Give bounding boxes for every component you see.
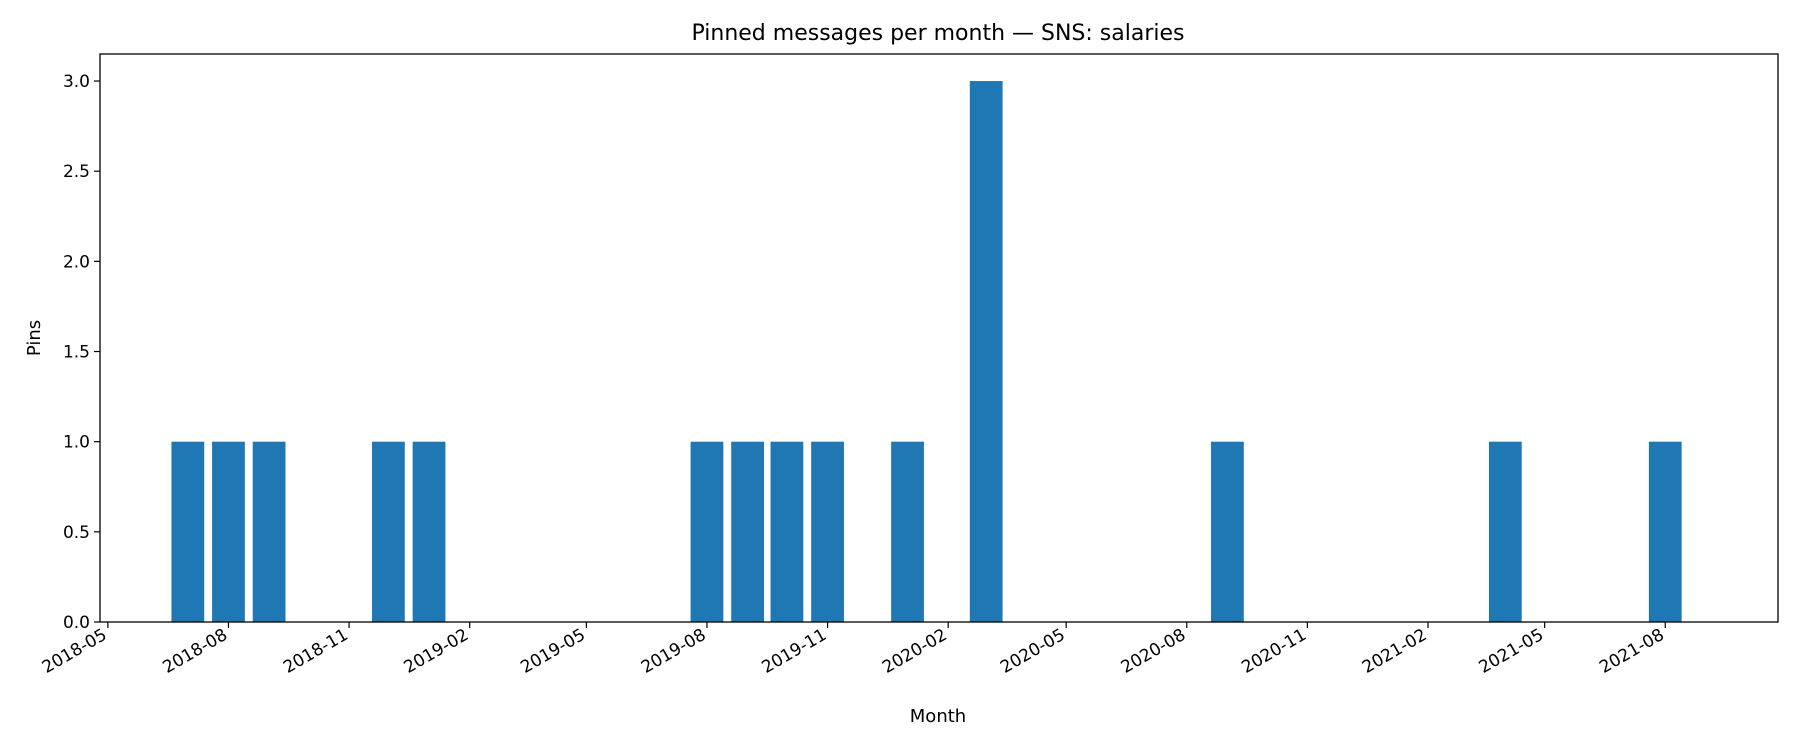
bar-2018-07: [171, 441, 205, 622]
x-tick-label: 2018-08: [159, 625, 231, 678]
x-tick-label: 2021-02: [1359, 625, 1431, 678]
chart-title: Pinned messages per month — SNS: salarie…: [691, 21, 1184, 46]
plot-frame: [99, 53, 1779, 623]
x-tick-label: 2018-11: [280, 625, 352, 678]
x-tick-label: 2020-02: [879, 625, 951, 678]
bar-2019-01: [412, 441, 446, 622]
y-axis-label: Pins: [24, 320, 45, 356]
bar-2018-09: [252, 441, 286, 622]
y-tick-label: 1.0: [63, 433, 90, 453]
bar-2020-01: [891, 441, 924, 622]
y-tick-label: 1.5: [63, 343, 90, 363]
x-tick-label: 2021-08: [1596, 625, 1668, 678]
bar-2018-08: [212, 441, 245, 622]
y-tick-label: 2.0: [63, 252, 90, 272]
bar-2019-08: [690, 441, 724, 622]
bar-2019-11: [811, 441, 844, 622]
bars-layer: [171, 81, 1682, 623]
bar-2021-04: [1488, 441, 1522, 622]
bar-2020-09: [1211, 441, 1244, 622]
y-tick-label: 0.5: [63, 523, 90, 543]
bar-2020-03: [969, 81, 1003, 623]
y-tick-label: 0.0: [63, 613, 90, 633]
x-tick-label: 2020-05: [997, 625, 1069, 678]
bar-2019-10: [770, 441, 804, 622]
x-tick-label: 2019-08: [638, 625, 710, 678]
x-tick-label: 2019-11: [759, 625, 831, 678]
y-tick-label: 3.0: [63, 72, 90, 92]
x-tick-label: 2021-05: [1476, 625, 1548, 678]
bar-2019-09: [731, 441, 764, 622]
bar-2021-08: [1648, 441, 1682, 622]
x-tick-label: 2019-02: [401, 625, 473, 678]
x-axis-label: Month: [910, 706, 966, 727]
y-tick-label: 2.5: [63, 162, 90, 182]
x-tick-label: 2020-08: [1118, 625, 1190, 678]
bar-2018-12: [372, 441, 405, 622]
x-tick-label: 2020-11: [1238, 625, 1310, 678]
y-axis: 0.0 0.5 1.0 1.5 2.0 2.5 3.0: [63, 72, 100, 633]
x-axis: 2018-05 2018-08 2018-11 2019-02 2019-05 2019-…: [39, 622, 1668, 678]
x-tick-label: 2019-05: [517, 625, 589, 678]
